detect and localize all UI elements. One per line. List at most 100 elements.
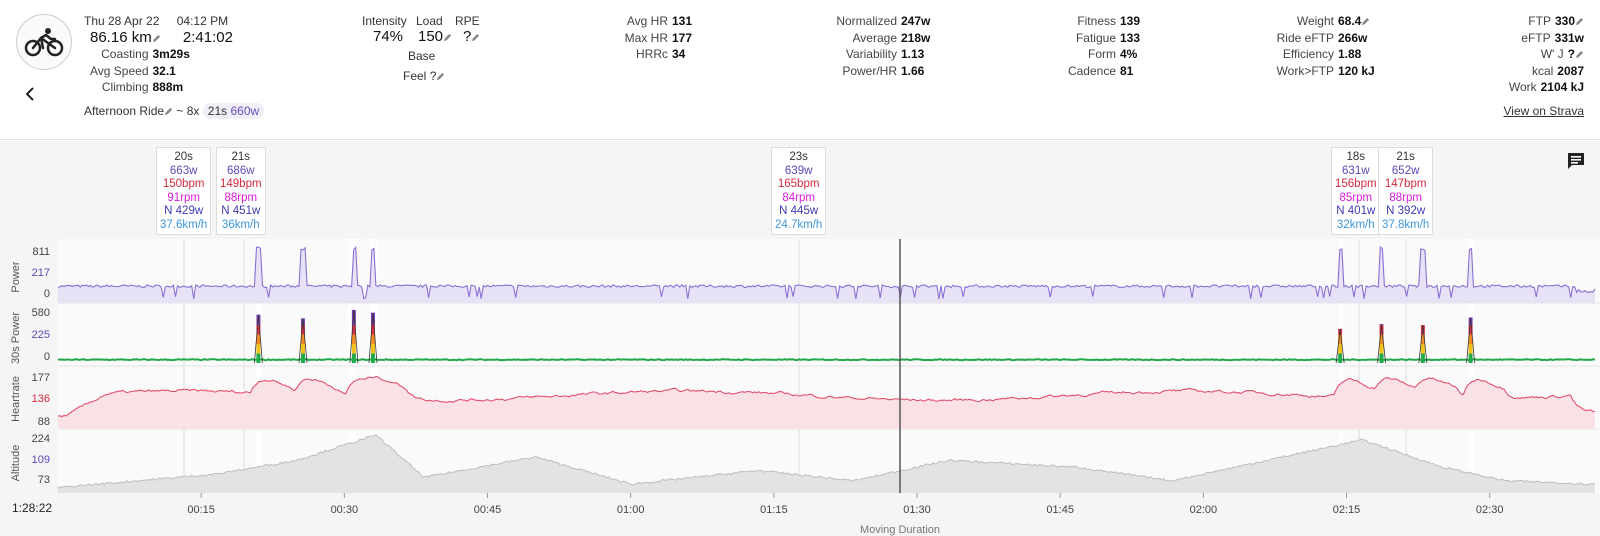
edit-pencil-icon[interactable] — [1575, 17, 1584, 26]
stat-climbing: Climbing 888m — [101, 80, 184, 94]
stat-kcal: kcal 2087 — [1531, 63, 1584, 78]
view-on-strava-link[interactable]: View on Strava — [1503, 104, 1585, 118]
power30-peak-outline — [1466, 317, 1475, 364]
power30-peak-segment — [256, 334, 261, 345]
power30-tick-mid: 225 — [32, 329, 50, 341]
power30-peak-segment — [351, 325, 356, 335]
power30-peak-segment — [256, 325, 261, 335]
interval-bpm: 147bpm — [1384, 178, 1427, 190]
edit-pencil-icon[interactable] — [443, 33, 452, 42]
stat-form: Form 4% — [1088, 47, 1138, 61]
power30-peak-segment — [351, 334, 356, 345]
interval-rpm: 88rpm — [1389, 191, 1422, 204]
interval-bpm: 165bpm — [777, 178, 820, 190]
interval-kmh: 36km/h — [221, 218, 260, 231]
interval-rpm: 88rpm — [224, 191, 258, 204]
altitude-tick-mid: 109 — [32, 454, 50, 466]
stat-work: Work 2104 kJ — [1508, 80, 1584, 94]
power30-series — [57, 309, 1596, 364]
interval-rpm: 91rpm — [167, 191, 200, 204]
interval-summary-pill[interactable]: 21s 660w — [202, 103, 265, 119]
load-value-row: 150 — [418, 29, 452, 45]
activity-type-avatar — [16, 14, 72, 70]
interval-nw: N 392w — [1386, 205, 1426, 217]
interval-dur: 20s — [174, 151, 193, 163]
interval-kmh: 32km/h — [1336, 218, 1375, 231]
power30-peak-segment — [1379, 344, 1384, 354]
interval-nw: N 429w — [164, 205, 204, 217]
edit-pencil-icon[interactable] — [436, 72, 445, 81]
edit-pencil-icon[interactable] — [1575, 50, 1584, 59]
altitude-area — [58, 434, 1595, 493]
stat-variability: Variability 1.13 — [845, 47, 925, 61]
x-tick-label: 00:30 — [331, 504, 359, 516]
heartrate-series — [57, 375, 1596, 429]
heartrate-axis-title: Heartrate — [10, 376, 22, 422]
power-series — [57, 246, 1596, 303]
edit-pencil-icon[interactable] — [1361, 17, 1370, 26]
activity-name-row: Afternoon Ride ~ 8x 21s 660w — [84, 103, 265, 119]
edit-pencil-icon[interactable] — [471, 33, 480, 42]
power30-peak-segment — [351, 353, 356, 363]
power30-peak-segment — [300, 344, 305, 354]
interval-label-box[interactable]: 23s 639w 165bpm 84rpm N 445w 24.7km/h — [771, 147, 827, 235]
stat-power-hr: Power/HR 1.66 — [842, 63, 925, 78]
stat-avg-speed: Avg Speed 32.1 — [90, 63, 176, 78]
power-line — [57, 246, 1596, 300]
altitude-tick-max: 224 — [32, 433, 50, 445]
activity-charts[interactable]: Power 811 217 0 30s Power 580 225 0 Hear… — [0, 141, 1600, 536]
power30-peak-segment — [1338, 344, 1343, 354]
x-tick-label: 02:30 — [1476, 504, 1504, 516]
power30-peak-segment — [256, 353, 261, 363]
power30-line — [57, 358, 1596, 362]
interval-label-box[interactable]: 18s 631w 156bpm 85rpm N 401w 32km/h — [1331, 147, 1381, 235]
power-tick-min: 0 — [44, 288, 50, 300]
interval-kmh: 24.7km/h — [775, 218, 823, 231]
interval-label-box[interactable]: 20s 663w 150bpm 91rpm N 429w 37.6km/h — [156, 147, 212, 235]
power-tick-mid: 217 — [32, 267, 50, 279]
rpe-label: RPE — [455, 14, 480, 28]
ftp-stats-column: FTP 330 eFTP 331w W' J? kcal 2087 Work 2104 … — [1474, 13, 1584, 96]
power30-peak-segment — [1468, 353, 1473, 363]
altitude-line — [57, 433, 1596, 489]
interval-label-box[interactable]: 21s 686w 149bpm 88rpm N 451w 36km/h — [216, 147, 266, 235]
power30-peak-segment — [370, 353, 375, 363]
power30-peak-segment — [256, 344, 261, 354]
interval-label-box[interactable]: 21s 652w 147bpm 88rpm N 392w 37.8km/h — [1378, 147, 1434, 235]
back-chevron-icon[interactable] — [22, 86, 38, 102]
power30-peak-segment — [300, 353, 305, 363]
stat-normalized-power: Normalized 247w — [836, 14, 931, 28]
stats-left-column: Coasting 3m29s Avg Speed 32.1 Climbing 888m — [90, 46, 190, 96]
stat-avg-hr: Avg HR 131 — [626, 14, 693, 28]
stat-efficiency: Efficiency 1.88 — [1282, 47, 1362, 61]
bicycle-icon — [24, 28, 64, 57]
stat-ftp: FTP 330 — [1474, 13, 1584, 30]
activity-name[interactable]: Afternoon Ride — [84, 104, 165, 118]
interval-count: ~ 8x — [176, 104, 200, 118]
power30-peak-segment — [1468, 334, 1473, 345]
power30-peak-segment — [351, 309, 356, 326]
edit-pencil-icon[interactable] — [152, 34, 161, 43]
power30-peak-segment — [1468, 344, 1473, 354]
power30-peak-segment — [1379, 325, 1384, 335]
altitude-tick-min: 73 — [38, 474, 50, 486]
edit-pencil-icon[interactable] — [164, 107, 173, 116]
power30-tick-max: 580 — [32, 307, 50, 319]
power30-peak-outline — [349, 309, 359, 364]
interval-nw: N 451w — [221, 205, 261, 217]
activity-distance-duration: 86.16 km 2:41:02 — [90, 30, 233, 46]
hr-stats-column: Avg HR 131 Max HR 177 HRRc 34 — [610, 13, 720, 63]
weight-stats-column: Weight 68.4 Ride eFTP 266w Efficiency 1.88 … — [1262, 13, 1402, 79]
stat-weight: Weight 68.4 — [1262, 13, 1402, 30]
activity-date: Thu 28 Apr 22 — [84, 14, 160, 28]
timeline-chart-svg[interactable]: Power 811 217 0 30s Power 580 225 0 Hear… — [0, 141, 1600, 536]
interval-w: 631w — [1342, 164, 1370, 177]
comment-icon[interactable] — [1566, 151, 1586, 171]
power30-peak-segment — [300, 334, 305, 345]
stat-work-over-ftp: Work>FTP 120 kJ — [1276, 63, 1375, 78]
power30-peak-outline — [368, 312, 378, 364]
interval-kmh: 37.6km/h — [160, 218, 208, 231]
power30-peak-segment — [1420, 344, 1425, 354]
activity-distance[interactable]: 86.16 km — [90, 29, 152, 46]
x-tick-label: 02:00 — [1190, 504, 1218, 516]
